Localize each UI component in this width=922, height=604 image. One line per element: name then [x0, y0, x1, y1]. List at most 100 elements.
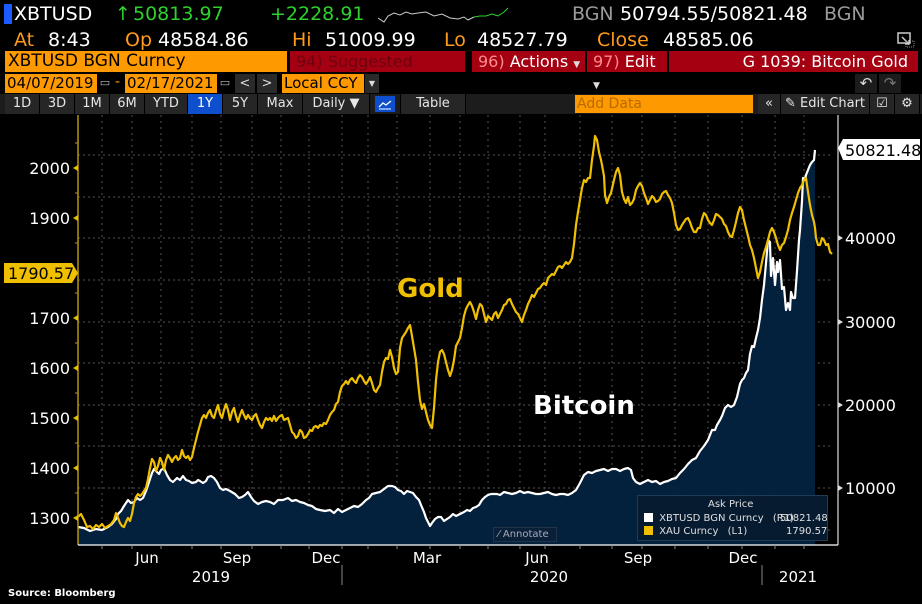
security-marker — [4, 4, 12, 24]
right-axis-ticks — [838, 235, 843, 491]
legend-axis: (R1) — [772, 513, 794, 524]
undo-button[interactable]: ↶ — [855, 74, 877, 93]
sparkline-icon — [378, 7, 508, 23]
tab-3d[interactable]: 3D — [40, 94, 75, 114]
close-value: 48585.06 — [663, 29, 754, 51]
bitcoin-swatch-icon — [644, 513, 653, 522]
svg-text:Mar: Mar — [413, 549, 442, 567]
pencil-icon: ✎ — [784, 96, 796, 111]
up-arrow-icon: ↑ — [115, 3, 131, 25]
svg-text:1700: 1700 — [29, 309, 70, 328]
legend-row-gold[interactable]: XAU Curncy (L1) 1790.57 — [644, 526, 827, 537]
ask-source: BGN — [824, 3, 866, 25]
chevron-down-icon: ▼ — [573, 60, 581, 70]
ticker-symbol[interactable]: XBTUSD — [14, 3, 93, 25]
line-chart-icon — [375, 96, 395, 112]
last-price: 50813.97 — [133, 3, 224, 25]
at-value: 8:43 — [48, 29, 91, 51]
tab-max[interactable]: Max — [258, 94, 303, 114]
quote-header: XBTUSD ↑ 50813.97 +2228.91 BGN 50794.55/… — [0, 0, 922, 26]
svg-text:30000: 30000 — [845, 313, 896, 332]
bid-source: BGN — [572, 3, 614, 25]
svg-text:Jun: Jun — [524, 549, 548, 567]
annotate-label: Annotate — [502, 529, 549, 540]
svg-text:2000: 2000 — [29, 159, 70, 178]
x-axis-month-labels: Jun Sep Dec Mar Jun Sep Dec — [134, 549, 757, 567]
svg-text:2020: 2020 — [530, 568, 568, 586]
high-label: Hi — [292, 29, 312, 51]
command-bar: XBTUSD BGN Curncy 94) Suggested Charts 9… — [0, 51, 922, 92]
calendar-icon[interactable]: ▭ — [99, 76, 111, 89]
svg-text:1300: 1300 — [29, 509, 70, 528]
prev-period-button[interactable]: < — [235, 74, 255, 93]
legend-row-bitcoin[interactable]: XBTUSD BGN Curncy (R1) 50821.48 — [644, 513, 828, 524]
frequency-dropdown[interactable]: Daily ▼ — [303, 94, 370, 114]
edit-chart-label: Edit Chart — [800, 96, 866, 111]
svg-text:1900: 1900 — [29, 209, 70, 228]
net-change: +2228.91 — [270, 3, 365, 25]
suggested-charts-button[interactable]: 94) Suggested Charts — [290, 51, 465, 92]
chart-title: G 1039: Bitcoin Gold — [669, 51, 918, 72]
start-date-input[interactable]: 04/07/2019 — [5, 74, 97, 93]
bitcoin-area — [78, 150, 815, 545]
open-value: 48584.86 — [158, 29, 249, 51]
svg-text:1400: 1400 — [29, 459, 70, 478]
tab-6m[interactable]: 6M — [110, 94, 145, 114]
add-data-input[interactable]: Add Data — [575, 95, 753, 113]
svg-text:Dec: Dec — [728, 549, 757, 567]
currency-select[interactable]: Local CCY — [282, 74, 364, 93]
gold-last-value-tag: 1790.57 — [4, 263, 78, 283]
end-date-input[interactable]: 02/17/2021 — [125, 74, 217, 93]
svg-text:2019: 2019 — [192, 568, 230, 586]
settings-gear-icon[interactable]: ⚙ — [895, 94, 920, 114]
svg-text:Jun: Jun — [134, 549, 158, 567]
svg-text:1600: 1600 — [29, 359, 70, 378]
svg-text:2021: 2021 — [779, 568, 817, 586]
edit-menu[interactable]: 97) Edit ▼ — [587, 51, 667, 91]
suggested-num: 94) — [296, 52, 323, 71]
left-axis-ticks — [73, 165, 78, 521]
date-range-bar: 04/07/2019 ▭ - 02/17/2021 ▭ < > Local CC… — [0, 74, 922, 94]
redo-button[interactable]: ↷ — [879, 74, 901, 93]
tab-1d[interactable]: 1D — [5, 94, 40, 114]
legend-axis: (L1) — [727, 526, 748, 537]
security-input[interactable]: XBTUSD BGN Curncy — [5, 51, 287, 72]
legend-value: 1790.57 — [786, 526, 828, 537]
source-note: Source: Bloomberg — [8, 588, 116, 599]
tab-5y[interactable]: 5Y — [223, 94, 258, 114]
gold-swatch-icon — [644, 526, 653, 535]
annotate-button[interactable]: ⁄ Annotate — [493, 527, 557, 542]
x-axis-year-labels: 2019 2020 2021 — [192, 568, 817, 586]
next-period-button[interactable]: > — [257, 74, 277, 93]
edit-label: Edit — [624, 52, 656, 71]
low-label: Lo — [444, 29, 466, 51]
svg-text:10000: 10000 — [845, 479, 896, 498]
period-toolbar: 1D 3D 1M 6M YTD 1Y 5Y Max Daily ▼ Table … — [0, 94, 922, 114]
tab-ytd[interactable]: YTD — [145, 94, 188, 114]
actions-label: Actions — [509, 52, 569, 71]
legend-name: XAU Curncy — [659, 526, 719, 537]
actions-menu[interactable]: 96) Actions ▼ — [472, 51, 585, 72]
right-axis-labels: 40000 30000 20000 10000 — [845, 229, 896, 498]
annotate-toggle-icon[interactable]: ☑ — [870, 94, 895, 114]
high-value: 51009.99 — [325, 29, 416, 51]
at-label: At — [14, 29, 35, 51]
low-value: 48527.79 — [477, 29, 568, 51]
edit-chart-button[interactable]: ✎ Edit Chart — [781, 94, 870, 114]
calendar-icon[interactable]: ▭ — [219, 76, 231, 89]
chart-type-button[interactable] — [370, 94, 401, 114]
gold-last-value: 1790.57 — [8, 264, 74, 283]
pencil-icon: ⁄ — [498, 529, 500, 540]
collapse-button[interactable]: « — [758, 94, 781, 114]
gold-line — [77, 134, 833, 531]
popout-icon[interactable] — [897, 32, 915, 48]
legend-value: 50821.48 — [780, 513, 828, 524]
tab-1y[interactable]: 1Y — [188, 94, 223, 114]
left-axis-minor-ticks — [75, 142, 78, 494]
legend-name: XBTUSD BGN Curncy — [659, 513, 764, 524]
currency-dropdown-icon[interactable]: ▼ — [365, 74, 379, 93]
table-button[interactable]: Table — [401, 94, 466, 114]
tab-1m[interactable]: 1M — [75, 94, 110, 114]
svg-text:Sep: Sep — [624, 549, 652, 567]
svg-text:40000: 40000 — [845, 229, 896, 248]
